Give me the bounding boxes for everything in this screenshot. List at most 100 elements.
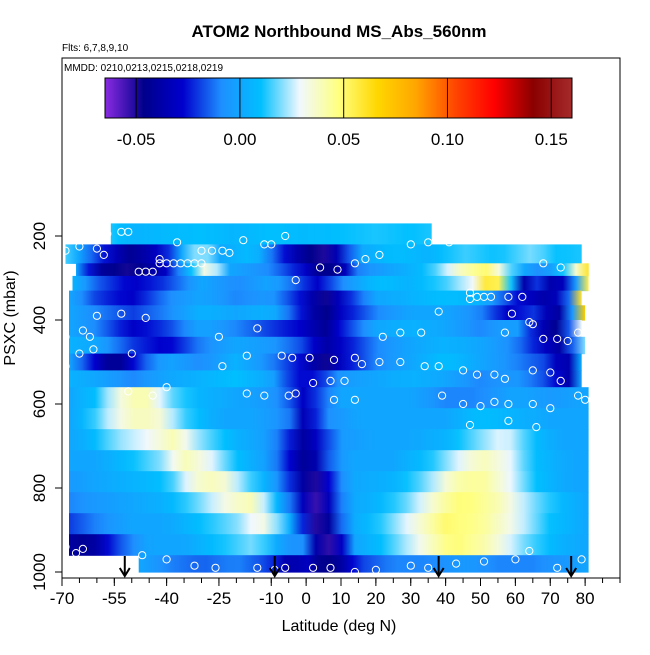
sample-point xyxy=(239,236,248,245)
x-tick-label: 20 xyxy=(366,589,385,608)
sample-point xyxy=(357,360,366,369)
sample-point xyxy=(350,567,359,577)
sample-point xyxy=(528,399,537,409)
sample-point xyxy=(207,246,217,255)
heatmap-layer xyxy=(69,513,589,535)
flight-marker-arrow-head xyxy=(268,567,281,578)
sample-point xyxy=(553,563,562,572)
sample-point xyxy=(62,246,70,255)
flights-label: Flts: 6,7,8,9,10 xyxy=(62,43,129,54)
sample-point xyxy=(124,387,133,396)
sample-point xyxy=(350,259,359,268)
colorbar: -0.05 0.00 0.05 0.10 0.15 xyxy=(104,77,573,149)
sample-point xyxy=(445,238,454,247)
heatmap-layer xyxy=(69,450,589,472)
sample-point xyxy=(242,351,251,360)
sample-point xyxy=(162,383,171,392)
sample-point xyxy=(305,353,314,362)
sample-point xyxy=(504,399,513,409)
sample-point xyxy=(242,389,251,398)
colorbar-tick-label: -0.05 xyxy=(117,130,156,149)
sample-point xyxy=(99,250,108,259)
sample-points xyxy=(62,227,590,577)
sample-point xyxy=(546,368,555,377)
flight-markers xyxy=(118,556,578,578)
colorbar-tick-label: 0.15 xyxy=(535,130,568,149)
sample-point xyxy=(396,328,405,337)
sample-point xyxy=(490,370,499,379)
heatmap-layer xyxy=(69,320,582,338)
sample-point xyxy=(326,376,335,385)
sample-point xyxy=(350,395,359,404)
heatmap-layer xyxy=(69,290,582,306)
heatmap-layer xyxy=(72,275,589,292)
sample-point xyxy=(371,565,380,575)
sample-point xyxy=(291,389,300,398)
sample-point xyxy=(546,404,555,413)
sample-point xyxy=(396,357,405,367)
sample-point xyxy=(500,374,509,383)
dates-label: MMDD: 0210,0213,0215,0218,0219 xyxy=(64,63,223,74)
sample-point xyxy=(124,227,133,236)
sample-point xyxy=(476,402,485,411)
sample-point xyxy=(511,555,520,564)
sample-point xyxy=(490,397,499,406)
sample-point xyxy=(326,563,335,572)
x-tick-label: 80 xyxy=(576,589,595,608)
x-tick-label: -70 xyxy=(50,589,75,608)
sample-point xyxy=(424,563,433,572)
x-tick-label: -25 xyxy=(207,589,232,608)
sample-point xyxy=(103,229,112,238)
x-tick-label: 40 xyxy=(436,589,455,608)
sample-point xyxy=(375,357,384,367)
sample-point xyxy=(309,563,318,572)
heatmap-layer xyxy=(69,305,586,321)
sample-point xyxy=(92,311,102,320)
sample-point xyxy=(141,313,150,322)
sample-point xyxy=(288,353,297,362)
sample-point xyxy=(267,240,276,249)
sample-point xyxy=(406,561,415,570)
sample-point xyxy=(148,391,157,400)
colorbar-tick-label: 0.10 xyxy=(431,130,464,149)
sample-point xyxy=(577,555,586,564)
sample-point xyxy=(211,563,220,572)
sample-point xyxy=(281,231,290,241)
sample-point xyxy=(479,557,489,566)
sample-point xyxy=(486,292,496,301)
sample-point xyxy=(197,246,206,255)
y-tick-label: 800 xyxy=(30,474,49,502)
sample-point xyxy=(316,263,325,272)
x-tick-label: 10 xyxy=(332,589,351,608)
heatmap-layer xyxy=(69,353,582,371)
sample-point xyxy=(553,334,562,343)
sample-point xyxy=(173,238,182,247)
sample-point xyxy=(214,332,223,341)
heatmap-layer xyxy=(69,336,586,355)
sample-point xyxy=(85,332,95,341)
sample-point xyxy=(375,250,384,259)
chart-title: ATOM2 Northbound MS_Abs_560nm xyxy=(191,22,486,41)
sample-point xyxy=(277,351,286,360)
sample-point xyxy=(89,345,98,354)
sample-point xyxy=(472,370,482,379)
sample-point xyxy=(424,238,433,247)
flight-marker-arrow-head xyxy=(565,567,578,578)
heatmap-layer xyxy=(69,387,589,409)
sample-point xyxy=(378,332,387,341)
sample-point xyxy=(75,242,84,251)
x-tick-label: 50 xyxy=(471,589,490,608)
flight-marker-arrow-head xyxy=(432,567,445,578)
sample-point xyxy=(532,423,541,432)
colorbar-tick-label: 0.05 xyxy=(327,130,360,149)
sample-point xyxy=(218,362,227,371)
sample-point xyxy=(197,259,206,268)
x-tick-label: 70 xyxy=(541,589,560,608)
sample-point xyxy=(525,546,534,556)
heatmap-layer xyxy=(69,408,589,430)
heatmap-layer xyxy=(69,492,589,514)
sample-point xyxy=(406,240,415,249)
sample-point xyxy=(507,309,516,318)
